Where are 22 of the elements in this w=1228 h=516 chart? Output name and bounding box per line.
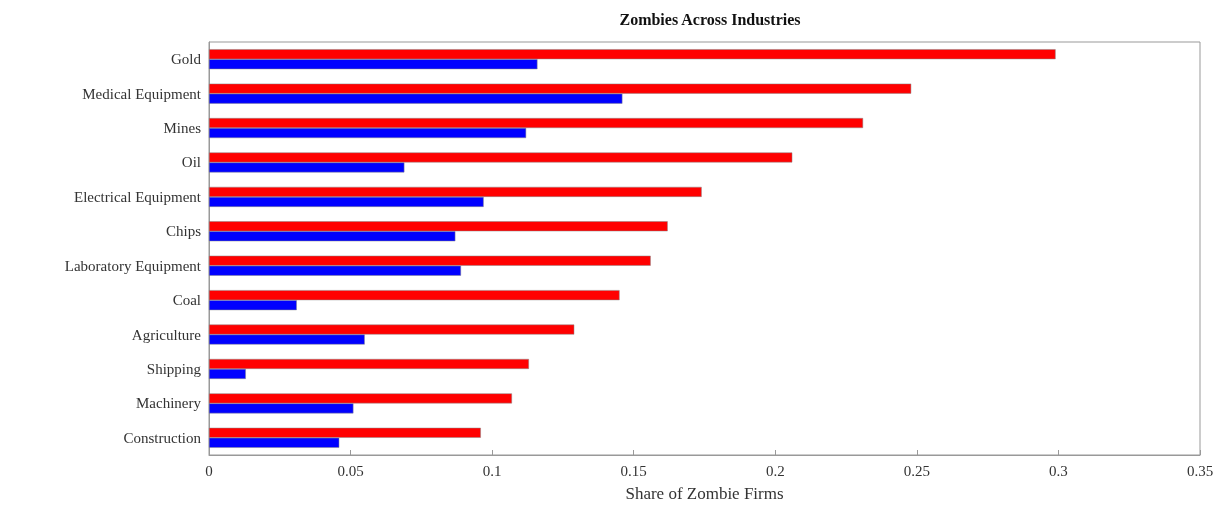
x-tick-label: 0.2 (765, 462, 785, 479)
y-tick-label: Coal (172, 292, 201, 309)
y-tick-label: Chips (165, 223, 202, 240)
y-tick-label: Shipping (146, 360, 202, 377)
chart-title: Zombies Across Industries (619, 10, 801, 28)
x-tick-label: 0.3 (1049, 462, 1068, 479)
y-tick-label: Mines (163, 120, 202, 137)
x-tick-label: 0.15 (620, 462, 647, 479)
y-tick-label: Electrical Equipment (73, 188, 202, 205)
y-tick-label: Oil (181, 154, 201, 171)
x-tick-label: 0.05 (337, 462, 364, 479)
y-tick-label: Construction (123, 429, 202, 446)
x-tick-label: 0.25 (903, 462, 930, 479)
x-tick-label: 0.1 (482, 462, 502, 479)
y-tick-label: Agriculture (131, 326, 202, 343)
x-axis-title: Share of Zombie Firms (625, 484, 784, 503)
y-tick-label: Gold (171, 51, 202, 68)
y-tick-label: Laboratory Equipment (64, 257, 202, 274)
y-tick-label: Medical Equipment (82, 85, 202, 102)
x-tick-label: 0 (205, 462, 213, 479)
x-tick-label: 0.35 (1186, 462, 1214, 479)
y-tick-label: Machinery (136, 395, 202, 412)
